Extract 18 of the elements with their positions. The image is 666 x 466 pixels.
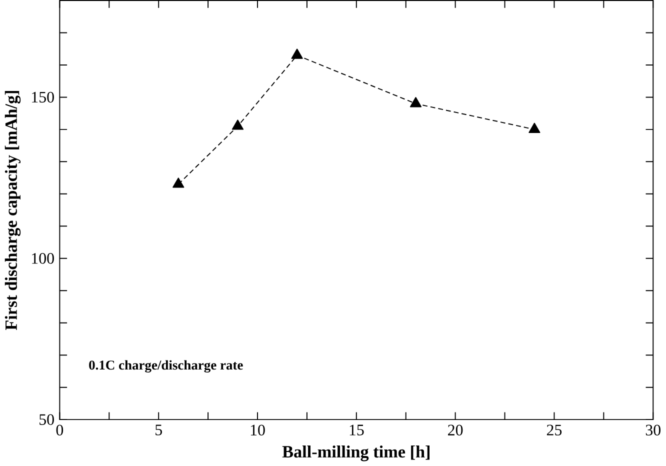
x-tick-label: 15 (350, 424, 364, 436)
y-tick-label: 100 (32, 252, 54, 264)
point (410, 96, 422, 108)
x-axis-title: Ball-milling time [h] (282, 445, 430, 462)
point (172, 178, 184, 188)
y-axis-title: First discharge capacity [mAh/g] (4, 90, 21, 330)
x-tick-label: 25 (546, 424, 562, 436)
annotation: 0.1C charge/discharge rate (89, 360, 243, 372)
x-tick-label: 5 (156, 424, 162, 436)
x-tick-label: 10 (250, 424, 265, 436)
point (528, 122, 540, 133)
y-tick-label: 150 (32, 92, 54, 103)
x-tick-label: 30 (646, 424, 660, 436)
point (291, 48, 303, 59)
x-tick-label: 20 (448, 424, 463, 436)
y-tick-label: 50 (40, 414, 54, 425)
point (232, 120, 244, 130)
x-tick-label: 0 (56, 424, 64, 436)
